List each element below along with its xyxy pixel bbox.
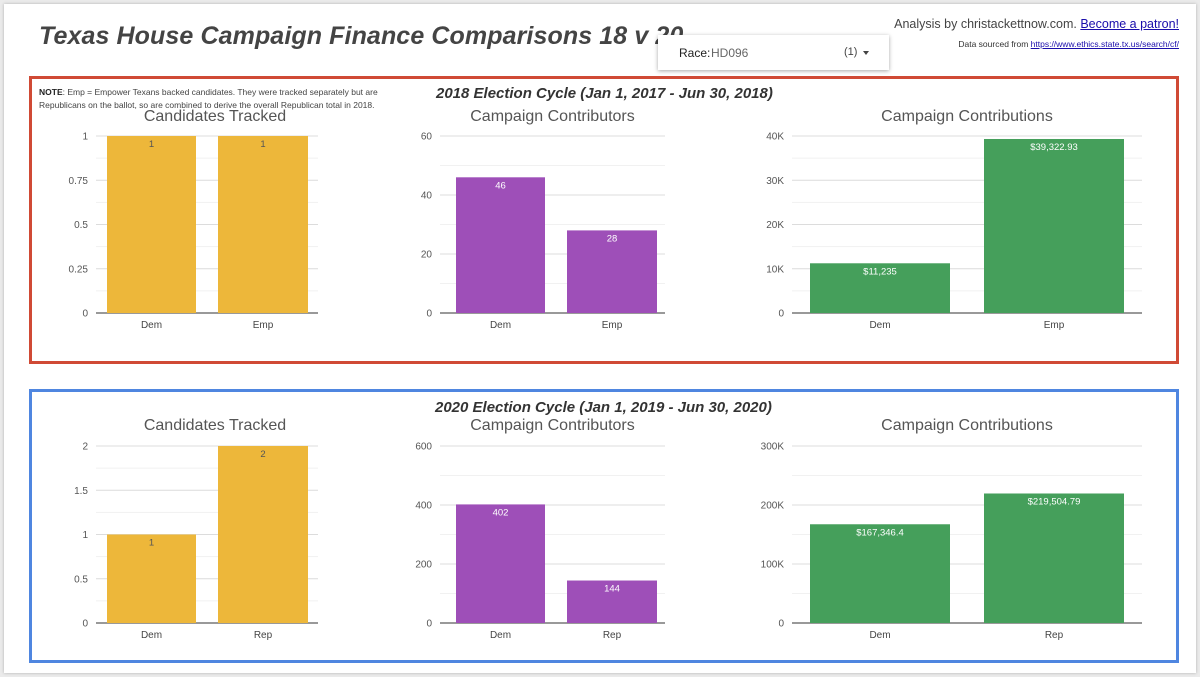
category-label: Dem (869, 320, 890, 331)
category-label: Emp (602, 320, 623, 331)
cycle-2020-title: 2020 Election Cycle (Jan 1, 2019 - Jun 3… (435, 399, 772, 416)
note-body: : Emp = Empower Texans backed candidates… (39, 87, 378, 110)
report-page: Texas House Campaign Finance Comparisons… (4, 4, 1196, 673)
race-filter-dropdown[interactable]: Race: HD096 (1) (658, 35, 889, 70)
data-label: 2 (260, 449, 265, 460)
y-tick-label: 0.5 (74, 220, 88, 231)
data-label: 46 (495, 180, 506, 191)
y-tick-label: 0.75 (69, 176, 89, 187)
chart-title: Candidates Tracked (144, 417, 286, 434)
cycle-2018-title: 2018 Election Cycle (Jan 1, 2017 - Jun 3… (436, 85, 773, 102)
y-tick-label: 0 (82, 309, 88, 320)
y-tick-label: 60 (421, 132, 433, 143)
bar-dem (107, 136, 196, 313)
y-tick-label: 10K (766, 264, 784, 275)
y-tick-label: 100K (761, 560, 785, 571)
category-label: Rep (254, 630, 273, 641)
bar-dem (456, 504, 545, 623)
category-label: Dem (490, 630, 511, 641)
bar-dem (456, 177, 545, 313)
chart-title: Campaign Contributors (470, 108, 635, 125)
category-label: Rep (603, 630, 622, 641)
data-label: $219,504.79 (1028, 496, 1081, 507)
page-title: Texas House Campaign Finance Comparisons… (39, 22, 684, 50)
category-label: Dem (141, 630, 162, 641)
credit-text: Analysis by christackettnow.com. (894, 17, 1077, 31)
bar-rep (218, 446, 308, 623)
source-link[interactable]: https://www.ethics.state.tx.us/search/cf… (1030, 39, 1179, 49)
bar-dem (810, 524, 950, 623)
data-label: 1 (149, 139, 154, 150)
y-tick-label: 200K (761, 501, 785, 512)
y-tick-label: 40K (766, 132, 784, 143)
note-text: NOTE: Emp = Empower Texans backed candid… (39, 86, 389, 112)
y-tick-label: 20 (421, 250, 433, 261)
data-label: $11,235 (863, 266, 897, 277)
source-line: Data sourced from https://www.ethics.sta… (958, 39, 1179, 49)
bar-rep (567, 580, 657, 623)
y-tick-label: 0 (82, 619, 88, 630)
category-label: Dem (141, 320, 162, 331)
data-label: 402 (493, 507, 509, 518)
chart-title: Candidates Tracked (144, 108, 286, 125)
chart-title: Campaign Contributions (881, 108, 1053, 125)
bar-emp (567, 230, 657, 313)
note-bold: NOTE (39, 87, 63, 97)
data-label: 1 (149, 538, 154, 549)
category-label: Emp (1044, 320, 1065, 331)
chart-title: Campaign Contributors (470, 417, 635, 434)
data-label: $39,322.93 (1030, 142, 1078, 153)
caret-down-icon[interactable] (863, 51, 869, 55)
category-label: Rep (1045, 630, 1064, 641)
bar-dem (107, 534, 196, 623)
y-tick-label: 20K (766, 220, 784, 231)
y-tick-label: 200 (415, 560, 432, 571)
race-filter-count: (1) (844, 46, 858, 58)
y-tick-label: 1.5 (74, 486, 88, 497)
source-text: Data sourced from (958, 39, 1029, 49)
bar-rep (984, 493, 1124, 623)
category-label: Dem (490, 320, 511, 331)
bar-emp (218, 136, 308, 313)
y-tick-label: 0 (778, 619, 784, 630)
y-tick-label: 1 (82, 132, 88, 143)
y-tick-label: 400 (415, 501, 432, 512)
race-filter-value: HD096 (711, 46, 749, 60)
category-label: Emp (253, 320, 274, 331)
y-tick-label: 40 (421, 191, 433, 202)
y-tick-label: 30K (766, 176, 784, 187)
patron-link[interactable]: Become a patron! (1080, 17, 1179, 31)
y-tick-label: 300K (761, 442, 785, 453)
y-tick-label: 0 (426, 309, 432, 320)
bar-dem (810, 263, 950, 313)
y-tick-label: 0 (426, 619, 432, 630)
y-tick-label: 1 (82, 530, 88, 541)
credit-line: Analysis by christackettnow.com. Become … (894, 17, 1179, 31)
bar-emp (984, 138, 1124, 313)
data-label: 144 (604, 584, 620, 595)
category-label: Dem (869, 630, 890, 641)
y-tick-label: 0.25 (69, 264, 89, 275)
race-filter-label: Race: (679, 46, 711, 60)
cycle-2018-panel (29, 76, 1179, 364)
cycle-2020-panel (29, 389, 1179, 663)
data-label: $167,346.4 (856, 527, 904, 538)
y-tick-label: 0 (778, 309, 784, 320)
y-tick-label: 2 (82, 442, 88, 453)
y-tick-label: 0.5 (74, 574, 88, 585)
data-label: 28 (607, 233, 618, 244)
charts-canvas: Candidates Tracked 0 0.25 0.5 0.75 1 1 Dem 1 Emp C… (69, 108, 1142, 641)
chart-title: Campaign Contributions (881, 417, 1053, 434)
data-label: 1 (260, 139, 265, 150)
y-tick-label: 600 (415, 442, 432, 453)
